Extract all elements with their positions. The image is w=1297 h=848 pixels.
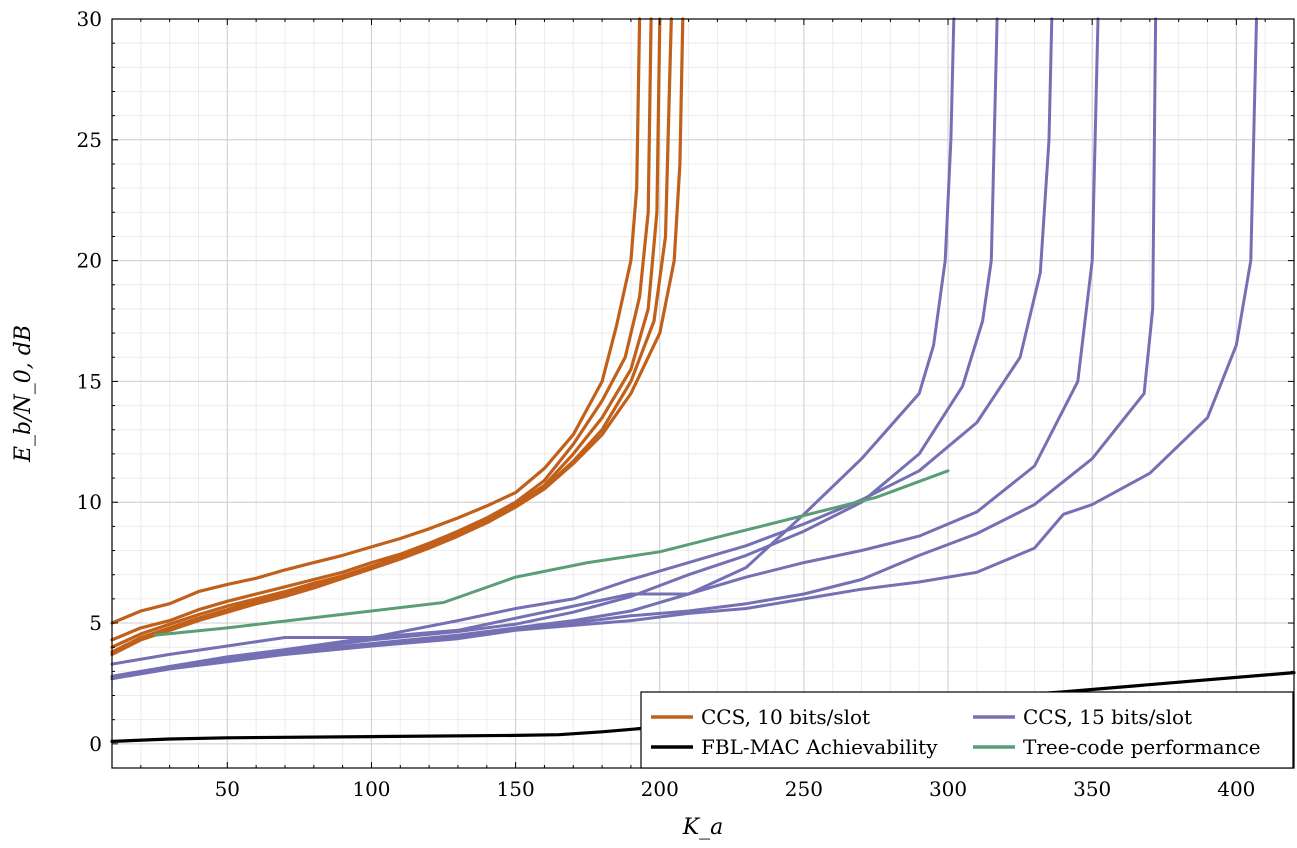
x-tick-label: 300 <box>929 777 967 801</box>
series-line-ccs15 <box>110 17 1100 678</box>
legend-label: CCS, 10 bits/slot <box>701 705 870 729</box>
y-tick-label: 0 <box>89 732 102 756</box>
x-tick-label: 50 <box>215 777 240 801</box>
y-tick-label: 15 <box>77 369 102 393</box>
legend-label: Tree-code performance <box>1023 735 1261 759</box>
y-axis-label: E_b/N_0, dB <box>11 325 36 463</box>
series-line-ccs15 <box>110 17 956 666</box>
series-line-ccs10 <box>110 17 653 642</box>
legend-label: CCS, 15 bits/slot <box>1023 705 1192 729</box>
x-tick-label: 100 <box>352 777 390 801</box>
legend: CCS, 10 bits/slot CCS, 15 bits/slot FBL-MA… <box>640 691 1294 769</box>
series-line-ccs15 <box>110 17 1054 681</box>
y-tick-label: 30 <box>77 7 102 31</box>
x-axis-label: K_a <box>682 815 724 840</box>
x-tick-label: 250 <box>785 777 823 801</box>
series-layer <box>110 17 1296 744</box>
legend-label: FBL-MAC Achievability <box>701 735 938 759</box>
x-tick-label: 400 <box>1217 777 1255 801</box>
series-line-tree <box>153 469 950 637</box>
y-tick-label: 10 <box>77 490 102 514</box>
x-tick-label: 150 <box>497 777 535 801</box>
y-tick-label: 25 <box>77 128 102 152</box>
y-tick-label: 20 <box>77 249 102 273</box>
x-tick-label: 350 <box>1073 777 1111 801</box>
series-line-ccs10 <box>110 17 642 625</box>
y-tick-label: 5 <box>89 611 102 635</box>
legend-box <box>640 691 1294 769</box>
x-tick-label: 200 <box>641 777 679 801</box>
series-line-ccs10 <box>110 17 685 657</box>
series-line-ccs15 <box>110 17 1258 681</box>
